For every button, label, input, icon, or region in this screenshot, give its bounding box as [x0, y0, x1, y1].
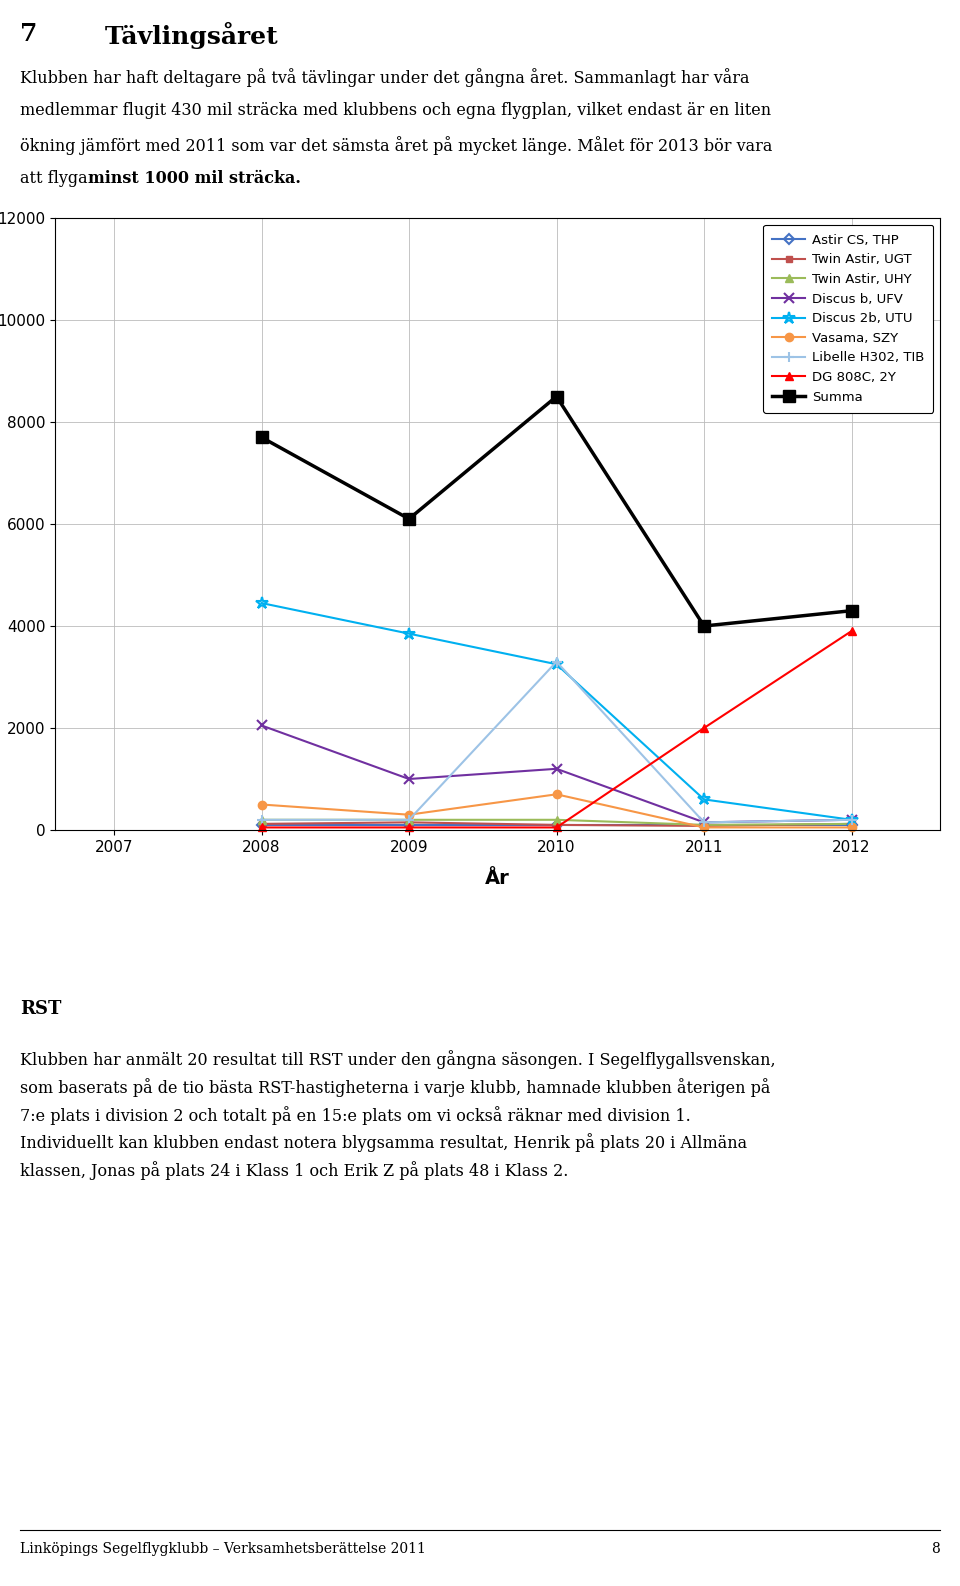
Text: Klubben har anmält 20 resultat till RST under den gångna säsongen. I Segelflygal: Klubben har anmält 20 resultat till RST … — [20, 1050, 776, 1180]
Vasama, SZY — [551, 785, 563, 804]
Vasama, SZY — [698, 818, 709, 837]
Summa — [403, 509, 415, 528]
Libelle H302, TIB — [551, 652, 563, 671]
Line: Summa: Summa — [256, 390, 857, 631]
Text: minst 1000 mil sträcka.: minst 1000 mil sträcka. — [88, 170, 300, 187]
Discus b, UFV — [403, 769, 415, 788]
Text: 7: 7 — [20, 22, 37, 46]
DG 808C, 2Y — [551, 818, 563, 837]
Discus b, UFV — [255, 715, 267, 734]
Astir CS, THP — [255, 815, 267, 834]
Libelle H302, TIB — [846, 810, 857, 829]
Astir CS, THP — [403, 815, 415, 834]
Twin Astir, UGT — [255, 814, 267, 833]
Twin Astir, UHY — [255, 810, 267, 829]
Vasama, SZY — [403, 806, 415, 825]
Astir CS, THP — [551, 815, 563, 834]
DG 808C, 2Y — [403, 818, 415, 837]
X-axis label: År: År — [485, 869, 510, 888]
Text: Klubben har haft deltagare på två tävlingar under det gångna året. Sammanlagt ha: Klubben har haft deltagare på två tävlin… — [20, 68, 750, 87]
Discus b, UFV — [551, 760, 563, 779]
Line: Twin Astir, UHY: Twin Astir, UHY — [257, 815, 855, 829]
Discus b, UFV — [846, 810, 857, 829]
Text: Tävlingsåret: Tävlingsåret — [105, 22, 278, 49]
Line: Discus b, UFV: Discus b, UFV — [256, 720, 856, 828]
Twin Astir, UGT — [846, 814, 857, 833]
Line: Discus 2b, UTU: Discus 2b, UTU — [255, 596, 857, 826]
Libelle H302, TIB — [403, 810, 415, 829]
Twin Astir, UHY — [403, 810, 415, 829]
Summa — [846, 601, 857, 620]
Line: Vasama, SZY: Vasama, SZY — [257, 790, 855, 831]
Line: Libelle H302, TIB: Libelle H302, TIB — [256, 657, 856, 828]
Astir CS, THP — [846, 815, 857, 834]
Summa — [255, 428, 267, 447]
Line: DG 808C, 2Y: DG 808C, 2Y — [257, 626, 855, 831]
Text: Linköpings Segelflygklubb – Verksamhetsberättelse 2011: Linköpings Segelflygklubb – Verksamhetsb… — [20, 1542, 426, 1556]
Discus 2b, UTU — [255, 593, 267, 612]
Legend: Astir CS, THP, Twin Astir, UGT, Twin Astir, UHY, Discus b, UFV, Discus 2b, UTU, : Astir CS, THP, Twin Astir, UGT, Twin Ast… — [763, 225, 933, 412]
Discus 2b, UTU — [698, 790, 709, 809]
Text: medlemmar flugit 430 mil sträcka med klubbens och egna flygplan, vilket endast ä: medlemmar flugit 430 mil sträcka med klu… — [20, 102, 771, 119]
Summa — [551, 387, 563, 406]
Twin Astir, UHY — [698, 815, 709, 834]
Libelle H302, TIB — [698, 814, 709, 833]
Twin Astir, UHY — [551, 810, 563, 829]
Discus 2b, UTU — [403, 625, 415, 644]
Line: Twin Astir, UGT: Twin Astir, UGT — [258, 818, 855, 829]
Twin Astir, UGT — [698, 817, 709, 836]
Libelle H302, TIB — [255, 810, 267, 829]
Text: ökning jämfört med 2011 som var det sämsta året på mycket länge. Målet för 2013 : ökning jämfört med 2011 som var det säms… — [20, 136, 773, 155]
Text: att flyga: att flyga — [20, 170, 93, 187]
Vasama, SZY — [255, 795, 267, 814]
Line: Astir CS, THP: Astir CS, THP — [258, 822, 855, 828]
Astir CS, THP — [698, 815, 709, 834]
Discus b, UFV — [698, 814, 709, 833]
Discus 2b, UTU — [846, 810, 857, 829]
Text: 8: 8 — [931, 1542, 940, 1556]
DG 808C, 2Y — [846, 622, 857, 641]
Text: RST: RST — [20, 1001, 61, 1018]
Summa — [698, 617, 709, 636]
Twin Astir, UGT — [551, 815, 563, 834]
Discus 2b, UTU — [551, 655, 563, 674]
Twin Astir, UHY — [846, 814, 857, 833]
DG 808C, 2Y — [698, 718, 709, 737]
DG 808C, 2Y — [255, 818, 267, 837]
Twin Astir, UGT — [403, 814, 415, 833]
Vasama, SZY — [846, 818, 857, 837]
